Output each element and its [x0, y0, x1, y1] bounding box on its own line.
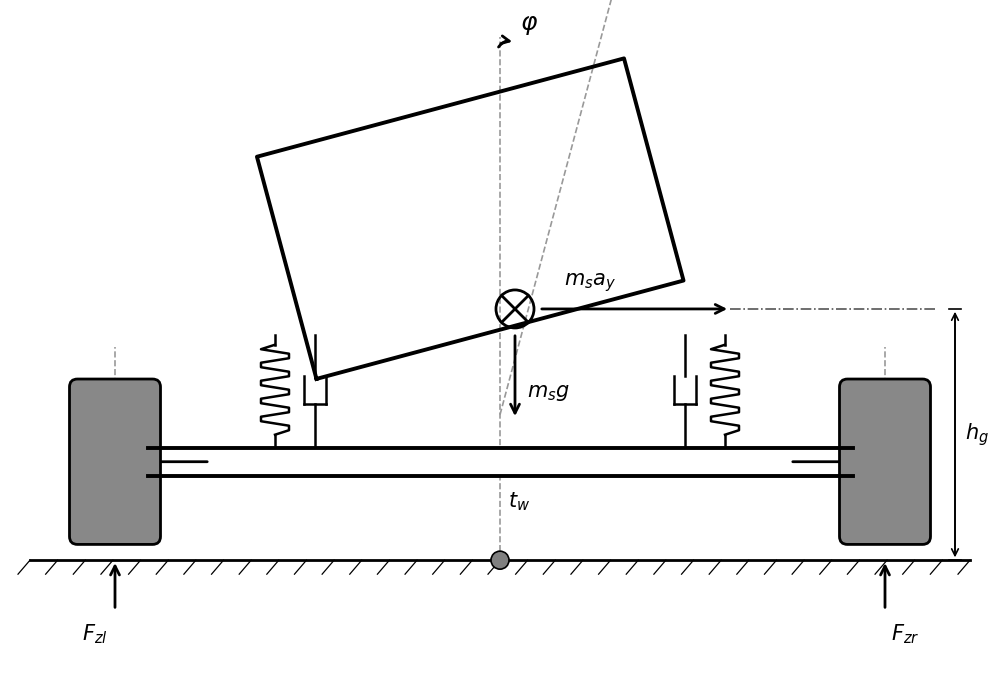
Text: $\varphi$: $\varphi$ — [520, 14, 538, 37]
Text: $F_{zl}$: $F_{zl}$ — [82, 622, 108, 646]
Text: $t_w$: $t_w$ — [508, 490, 530, 513]
Text: $h_g$: $h_g$ — [965, 421, 989, 448]
Text: $m_s a_y$: $m_s a_y$ — [564, 271, 616, 294]
FancyBboxPatch shape — [840, 379, 930, 545]
Text: $F_{zr}$: $F_{zr}$ — [891, 622, 919, 646]
Circle shape — [491, 551, 509, 569]
FancyBboxPatch shape — [70, 379, 160, 545]
Text: $m_s g$: $m_s g$ — [527, 383, 570, 403]
